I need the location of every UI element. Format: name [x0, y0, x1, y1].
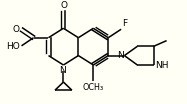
Text: HO: HO	[6, 42, 20, 51]
Text: O: O	[61, 1, 68, 10]
Text: N: N	[59, 66, 66, 75]
Text: F: F	[122, 19, 127, 28]
Text: O: O	[13, 25, 20, 34]
Text: NH: NH	[155, 61, 168, 70]
Text: N: N	[117, 51, 123, 60]
Text: OCH₃: OCH₃	[83, 83, 104, 92]
